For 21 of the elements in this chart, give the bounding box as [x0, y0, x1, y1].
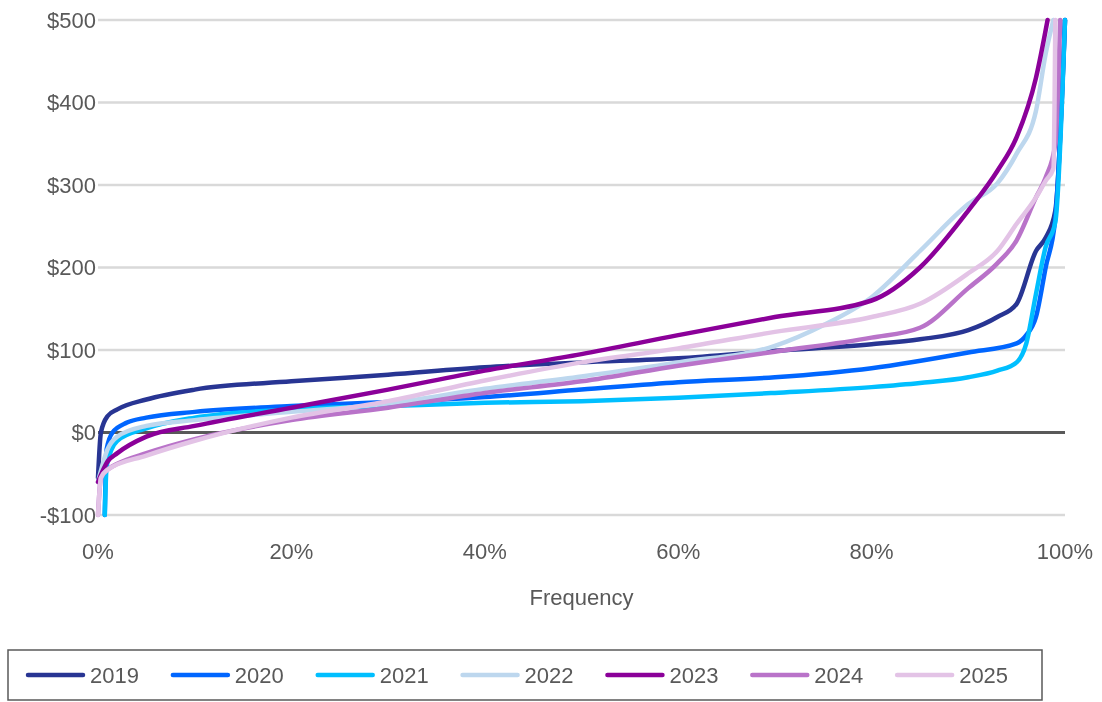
y-tick-label: $500 [47, 7, 96, 33]
x-tick-label: 60% [656, 539, 701, 564]
legend-label: 2024 [814, 662, 864, 688]
x-tick-label: 20% [269, 539, 314, 564]
y-tick-label: $100 [47, 337, 96, 363]
legend-label: 2025 [959, 662, 1009, 688]
x-tick-label: 40% [462, 539, 507, 564]
y-tick-label: $200 [47, 255, 96, 281]
x-axis-title: Frequency [529, 585, 634, 610]
legend-label: 2020 [234, 662, 284, 688]
legend-label: 2021 [379, 662, 429, 688]
x-tick-label: 80% [849, 539, 894, 564]
x-tick-label: 100% [1036, 539, 1094, 564]
legend-label: 2022 [524, 662, 574, 688]
y-tick-label: $300 [47, 172, 96, 198]
legend-label: 2019 [90, 662, 139, 688]
y-tick-label: $0 [71, 420, 96, 446]
y-tick-label: -$100 [39, 502, 96, 528]
x-tick-label: 0% [82, 539, 114, 564]
legend-label: 2023 [669, 662, 719, 688]
y-tick-label: $400 [47, 90, 96, 116]
